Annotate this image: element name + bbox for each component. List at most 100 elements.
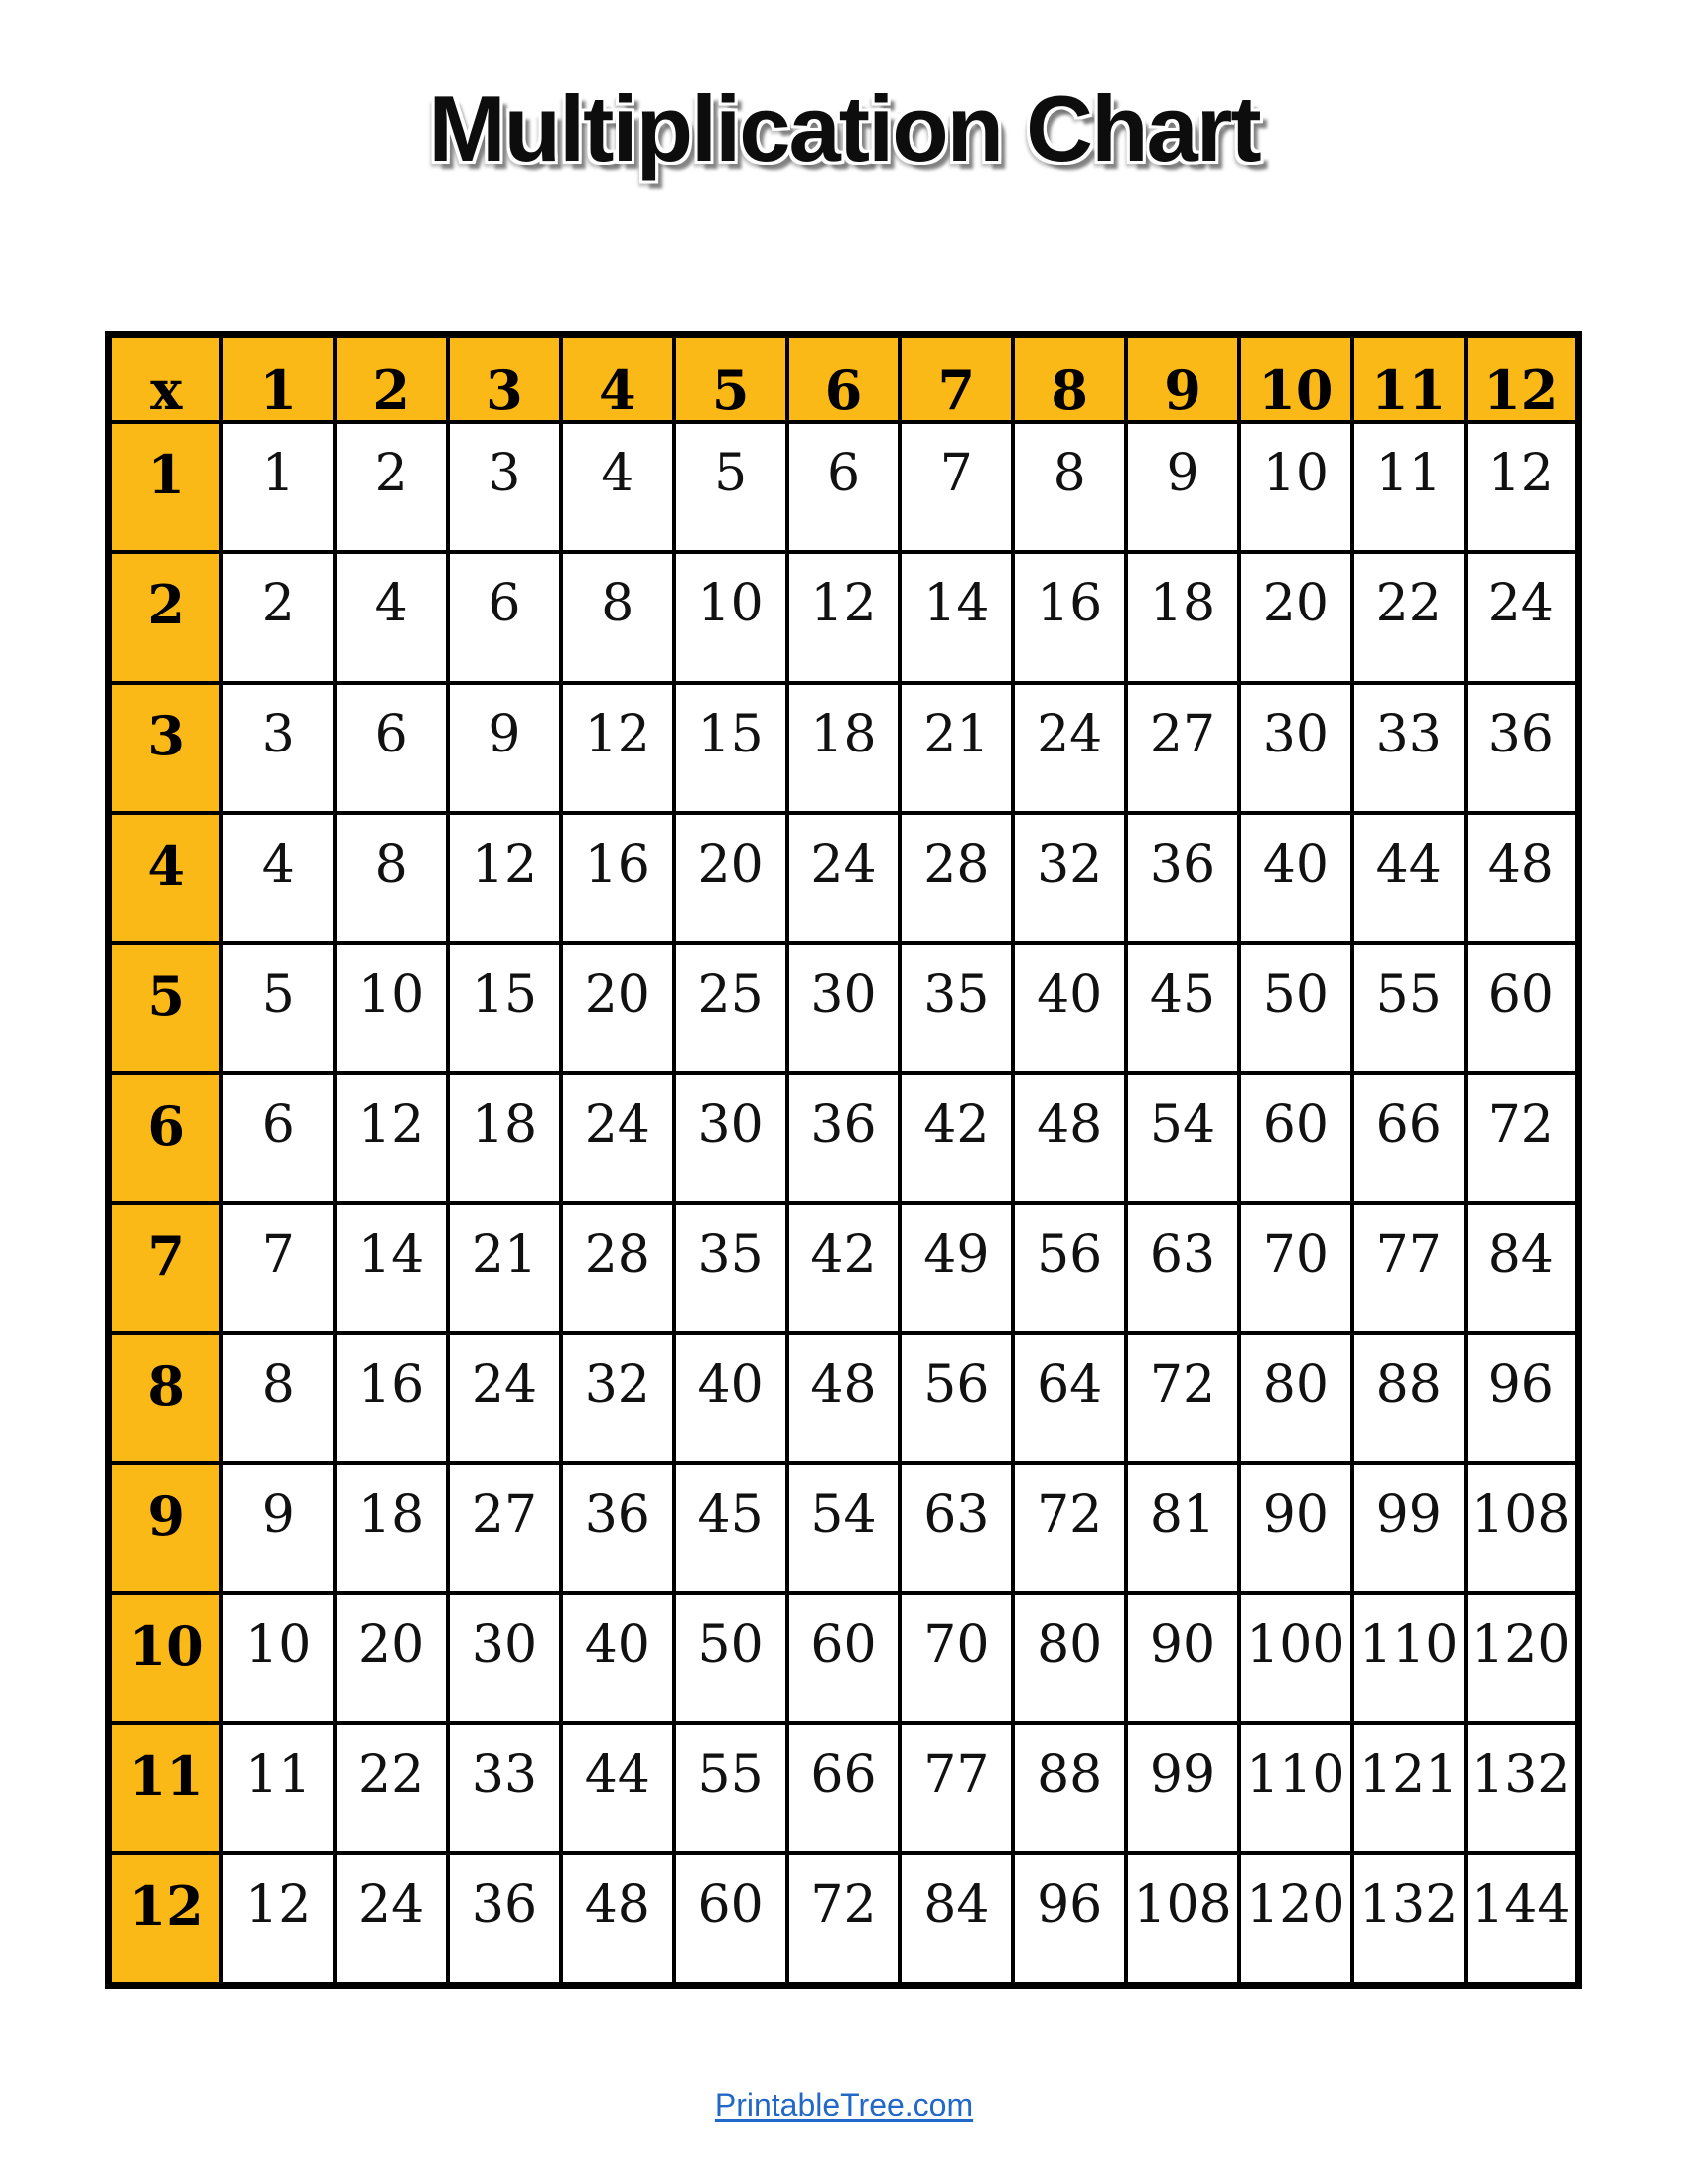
cell-6x3: 18 [446,1070,563,1205]
cell-1x5: 5 [671,420,789,555]
cell-10x3: 30 [446,1590,563,1726]
cell-7x6: 42 [784,1200,903,1335]
cell-4x11: 44 [1349,810,1468,945]
multiplication-table: x 1 2 3 4 5 6 7 8 9 10 11 12 1 1 2 3 4 5 6 7 8 9 10 11 12 2 2 4 6 8 10… [105,331,1582,1989]
column-header-1: 1 [219,332,338,425]
cell-7x11: 77 [1349,1200,1468,1335]
row-header-6: 6 [106,1070,224,1205]
row-header-11: 11 [106,1721,224,1856]
cell-11x7: 77 [898,1721,1016,1856]
cell-1x9: 9 [1124,420,1241,555]
cell-5x6: 30 [784,940,903,1075]
row-header-7: 7 [106,1200,224,1335]
cell-8x4: 32 [558,1330,676,1465]
cell-10x10: 100 [1236,1590,1354,1726]
cell-6x7: 42 [898,1070,1016,1205]
row-header-3: 3 [106,680,224,815]
cell-3x5: 15 [671,680,789,815]
cell-4x3: 12 [446,810,563,945]
cell-11x2: 22 [333,1721,451,1856]
header-row: x 1 2 3 4 5 6 7 8 9 10 11 12 [106,332,1581,425]
cell-5x4: 20 [558,940,676,1075]
cell-12x1: 12 [219,1851,338,1988]
cell-11x6: 66 [784,1721,903,1856]
cell-6x9: 54 [1124,1070,1241,1205]
cell-9x1: 9 [219,1460,338,1595]
row-header-9: 9 [106,1460,224,1595]
column-header-10: 10 [1236,332,1354,425]
cell-8x9: 72 [1124,1330,1241,1465]
cell-12x6: 72 [784,1851,903,1988]
cell-11x11: 121 [1349,1721,1468,1856]
cell-6x11: 66 [1349,1070,1468,1205]
column-header-2: 2 [333,332,451,425]
table-row-11: 11 11 22 33 44 55 66 77 88 99 110 121 132 [106,1721,1581,1856]
cell-7x9: 63 [1124,1200,1241,1335]
cell-2x9: 18 [1124,550,1241,685]
cell-12x8: 96 [1011,1851,1129,1988]
table-row-7: 7 7 14 21 28 35 42 49 56 63 70 77 84 [106,1200,1581,1335]
row-header-12: 12 [106,1851,224,1988]
cell-6x1: 6 [219,1070,338,1205]
cell-12x3: 36 [446,1851,563,1988]
cell-9x10: 90 [1236,1460,1354,1595]
cell-11x4: 44 [558,1721,676,1856]
cell-3x6: 18 [784,680,903,815]
cell-8x8: 64 [1011,1330,1129,1465]
cell-6x2: 12 [333,1070,451,1205]
table-row-12: 12 12 24 36 48 60 72 84 96 108 120 132 144 [106,1851,1581,1988]
table-row-2: 2 2 4 6 8 10 12 14 16 18 20 22 24 [106,550,1581,685]
cell-9x8: 72 [1011,1460,1129,1595]
cell-5x11: 55 [1349,940,1468,1075]
column-header-11: 11 [1349,332,1468,425]
cell-3x3: 9 [446,680,563,815]
table-row-6: 6 6 12 18 24 30 36 42 48 54 60 66 72 [106,1070,1581,1205]
cell-7x3: 21 [446,1200,563,1335]
column-header-7: 7 [898,332,1016,425]
cell-8x1: 8 [219,1330,338,1465]
cell-3x7: 21 [898,680,1016,815]
cell-10x2: 20 [333,1590,451,1726]
cell-12x12: 144 [1463,1851,1581,1988]
cell-9x4: 36 [558,1460,676,1595]
cell-3x9: 27 [1124,680,1241,815]
cell-1x7: 7 [898,420,1016,555]
cell-6x4: 24 [558,1070,676,1205]
table-head: x 1 2 3 4 5 6 7 8 9 10 11 12 [106,332,1581,425]
cell-1x1: 1 [219,420,338,555]
column-header-3: 3 [446,332,563,425]
cell-7x10: 70 [1236,1200,1354,1335]
cell-3x4: 12 [558,680,676,815]
cell-10x5: 50 [671,1590,789,1726]
cell-4x2: 8 [333,810,451,945]
cell-6x8: 48 [1011,1070,1129,1205]
cell-2x1: 2 [219,550,338,685]
cell-8x10: 80 [1236,1330,1354,1465]
column-header-5: 5 [671,332,789,425]
cell-6x5: 30 [671,1070,789,1205]
cell-9x6: 54 [784,1460,903,1595]
cell-4x8: 32 [1011,810,1129,945]
cell-5x7: 35 [898,940,1016,1075]
cell-4x1: 4 [219,810,338,945]
table-row-8: 8 8 16 24 32 40 48 56 64 72 80 88 96 [106,1330,1581,1465]
cell-7x5: 35 [671,1200,789,1335]
cell-8x11: 88 [1349,1330,1468,1465]
cell-1x8: 8 [1011,420,1129,555]
cell-9x12: 108 [1463,1460,1581,1595]
cell-2x4: 8 [558,550,676,685]
column-header-12: 12 [1463,332,1581,425]
cell-11x12: 132 [1463,1721,1581,1856]
cell-12x2: 24 [333,1851,451,1988]
cell-5x1: 5 [219,940,338,1075]
cell-8x5: 40 [671,1330,789,1465]
footer-link[interactable]: PrintableTree.com [714,2087,974,2122]
row-header-2: 2 [106,550,224,685]
cell-4x5: 20 [671,810,789,945]
column-header-8: 8 [1011,332,1129,425]
cell-12x7: 84 [898,1851,1016,1988]
cell-7x8: 56 [1011,1200,1129,1335]
cell-9x2: 18 [333,1460,451,1595]
cell-12x10: 120 [1236,1851,1354,1988]
cell-9x5: 45 [671,1460,789,1595]
